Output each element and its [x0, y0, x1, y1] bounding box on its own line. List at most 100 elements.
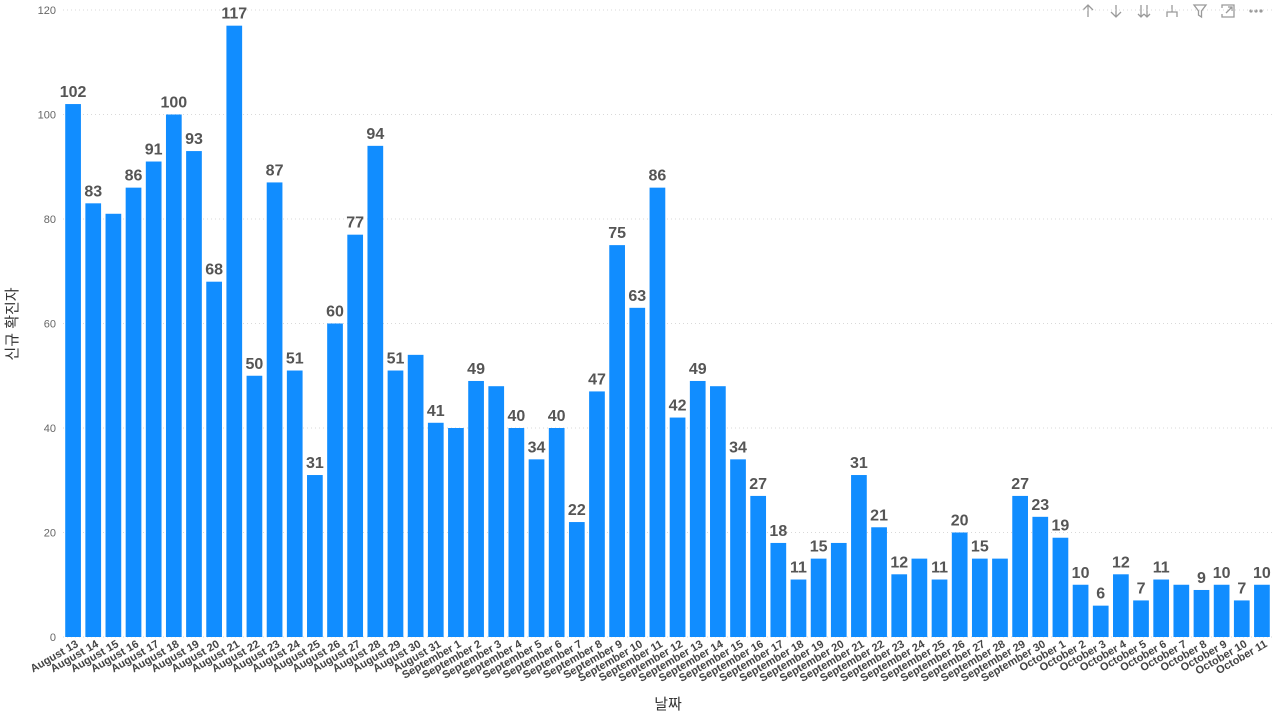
data-label: 22: [568, 502, 586, 519]
bar[interactable]: [427, 422, 444, 637]
data-label: 86: [125, 168, 143, 185]
data-label: 23: [1031, 497, 1049, 514]
data-labels: 1028386911009368117508751316077945141494…: [60, 6, 1271, 603]
bar[interactable]: [730, 459, 746, 637]
data-label: 83: [84, 183, 102, 200]
data-label: 40: [507, 408, 525, 425]
bar[interactable]: [387, 370, 404, 637]
bar[interactable]: [125, 187, 142, 637]
bar[interactable]: [810, 558, 827, 637]
bar[interactable]: [165, 114, 182, 638]
bar[interactable]: [750, 495, 767, 637]
bar[interactable]: [971, 558, 988, 637]
bar[interactable]: [145, 161, 162, 637]
data-label: 51: [286, 351, 304, 368]
data-label: 34: [729, 439, 747, 456]
bar[interactable]: [609, 245, 625, 637]
x-axis-title: 날짜: [654, 696, 682, 713]
bar[interactable]: [830, 542, 847, 637]
bar[interactable]: [488, 386, 505, 637]
bar[interactable]: [1213, 584, 1230, 637]
bar[interactable]: [286, 370, 303, 637]
data-label: 7: [1137, 580, 1146, 597]
bar[interactable]: [266, 182, 283, 638]
bar[interactable]: [1193, 589, 1210, 637]
data-label: 60: [326, 304, 344, 321]
data-label: 34: [528, 439, 546, 456]
arrow-up-icon[interactable]: [1079, 2, 1097, 20]
bar[interactable]: [770, 542, 787, 637]
data-label: 87: [266, 162, 284, 179]
bar[interactable]: [468, 380, 484, 637]
bar[interactable]: [1233, 600, 1250, 637]
bar[interactable]: [1012, 495, 1028, 637]
bar[interactable]: [1072, 584, 1089, 637]
data-label: 18: [769, 523, 787, 540]
bar[interactable]: [1092, 605, 1109, 637]
gridlines: [63, 9, 1272, 638]
filter-icon[interactable]: [1191, 2, 1209, 20]
bar[interactable]: [1052, 537, 1069, 637]
data-label: 100: [160, 95, 187, 112]
bar[interactable]: [992, 558, 1008, 637]
data-label: 7: [1237, 580, 1246, 597]
data-label: 11: [1153, 560, 1170, 577]
bar[interactable]: [911, 558, 928, 637]
y-tick-label: 0: [50, 632, 56, 644]
data-label: 11: [931, 560, 948, 577]
y-tick-label: 40: [44, 423, 56, 435]
bar[interactable]: [851, 475, 867, 637]
y-axis-ticks: 0 20 40 60 80 100 120: [38, 5, 56, 644]
bar[interactable]: [649, 187, 666, 637]
data-label: 12: [890, 554, 908, 571]
bar[interactable]: [448, 428, 464, 637]
data-label: 68: [205, 262, 223, 279]
bar[interactable]: [931, 579, 948, 637]
bar[interactable]: [246, 375, 263, 637]
y-tick-label: 120: [38, 5, 56, 17]
bar[interactable]: [327, 323, 343, 638]
bar[interactable]: [105, 213, 122, 637]
bar[interactable]: [629, 307, 646, 637]
data-label: 6: [1096, 586, 1105, 603]
bar[interactable]: [548, 428, 565, 637]
arrow-down-icon[interactable]: [1107, 2, 1125, 20]
bar[interactable]: [790, 579, 807, 637]
bar[interactable]: [85, 203, 102, 637]
bar[interactable]: [347, 234, 364, 638]
data-label: 31: [850, 455, 868, 472]
bar[interactable]: [1153, 579, 1170, 637]
bar[interactable]: [891, 574, 908, 637]
data-label: 19: [1052, 518, 1070, 535]
bar[interactable]: [65, 104, 81, 638]
bar[interactable]: [528, 459, 545, 637]
bar[interactable]: [871, 527, 887, 637]
data-label: 10: [1253, 565, 1271, 582]
bar[interactable]: [206, 281, 222, 637]
bar[interactable]: [407, 354, 424, 637]
bar[interactable]: [226, 25, 243, 638]
y-tick-label: 100: [38, 110, 56, 122]
bar[interactable]: [508, 428, 525, 637]
bar[interactable]: [1113, 574, 1129, 637]
bar[interactable]: [367, 145, 384, 637]
bar[interactable]: [1254, 584, 1270, 637]
bar[interactable]: [307, 475, 323, 637]
bar[interactable]: [1032, 516, 1049, 637]
data-label: 117: [221, 6, 247, 23]
bar[interactable]: [951, 532, 968, 638]
bar[interactable]: [568, 522, 585, 637]
double-arrow-down-icon[interactable]: [1135, 2, 1153, 20]
bar[interactable]: [689, 380, 706, 637]
bar[interactable]: [589, 391, 605, 637]
bar[interactable]: [669, 417, 686, 637]
data-label: 93: [185, 131, 203, 148]
bar[interactable]: [1173, 584, 1190, 637]
bar[interactable]: [1133, 600, 1149, 637]
visual-header-toolbar: [1079, 0, 1265, 22]
bar[interactable]: [186, 151, 202, 637]
bar[interactable]: [710, 386, 726, 637]
data-label: 94: [366, 126, 384, 143]
data-label: 47: [588, 371, 606, 388]
